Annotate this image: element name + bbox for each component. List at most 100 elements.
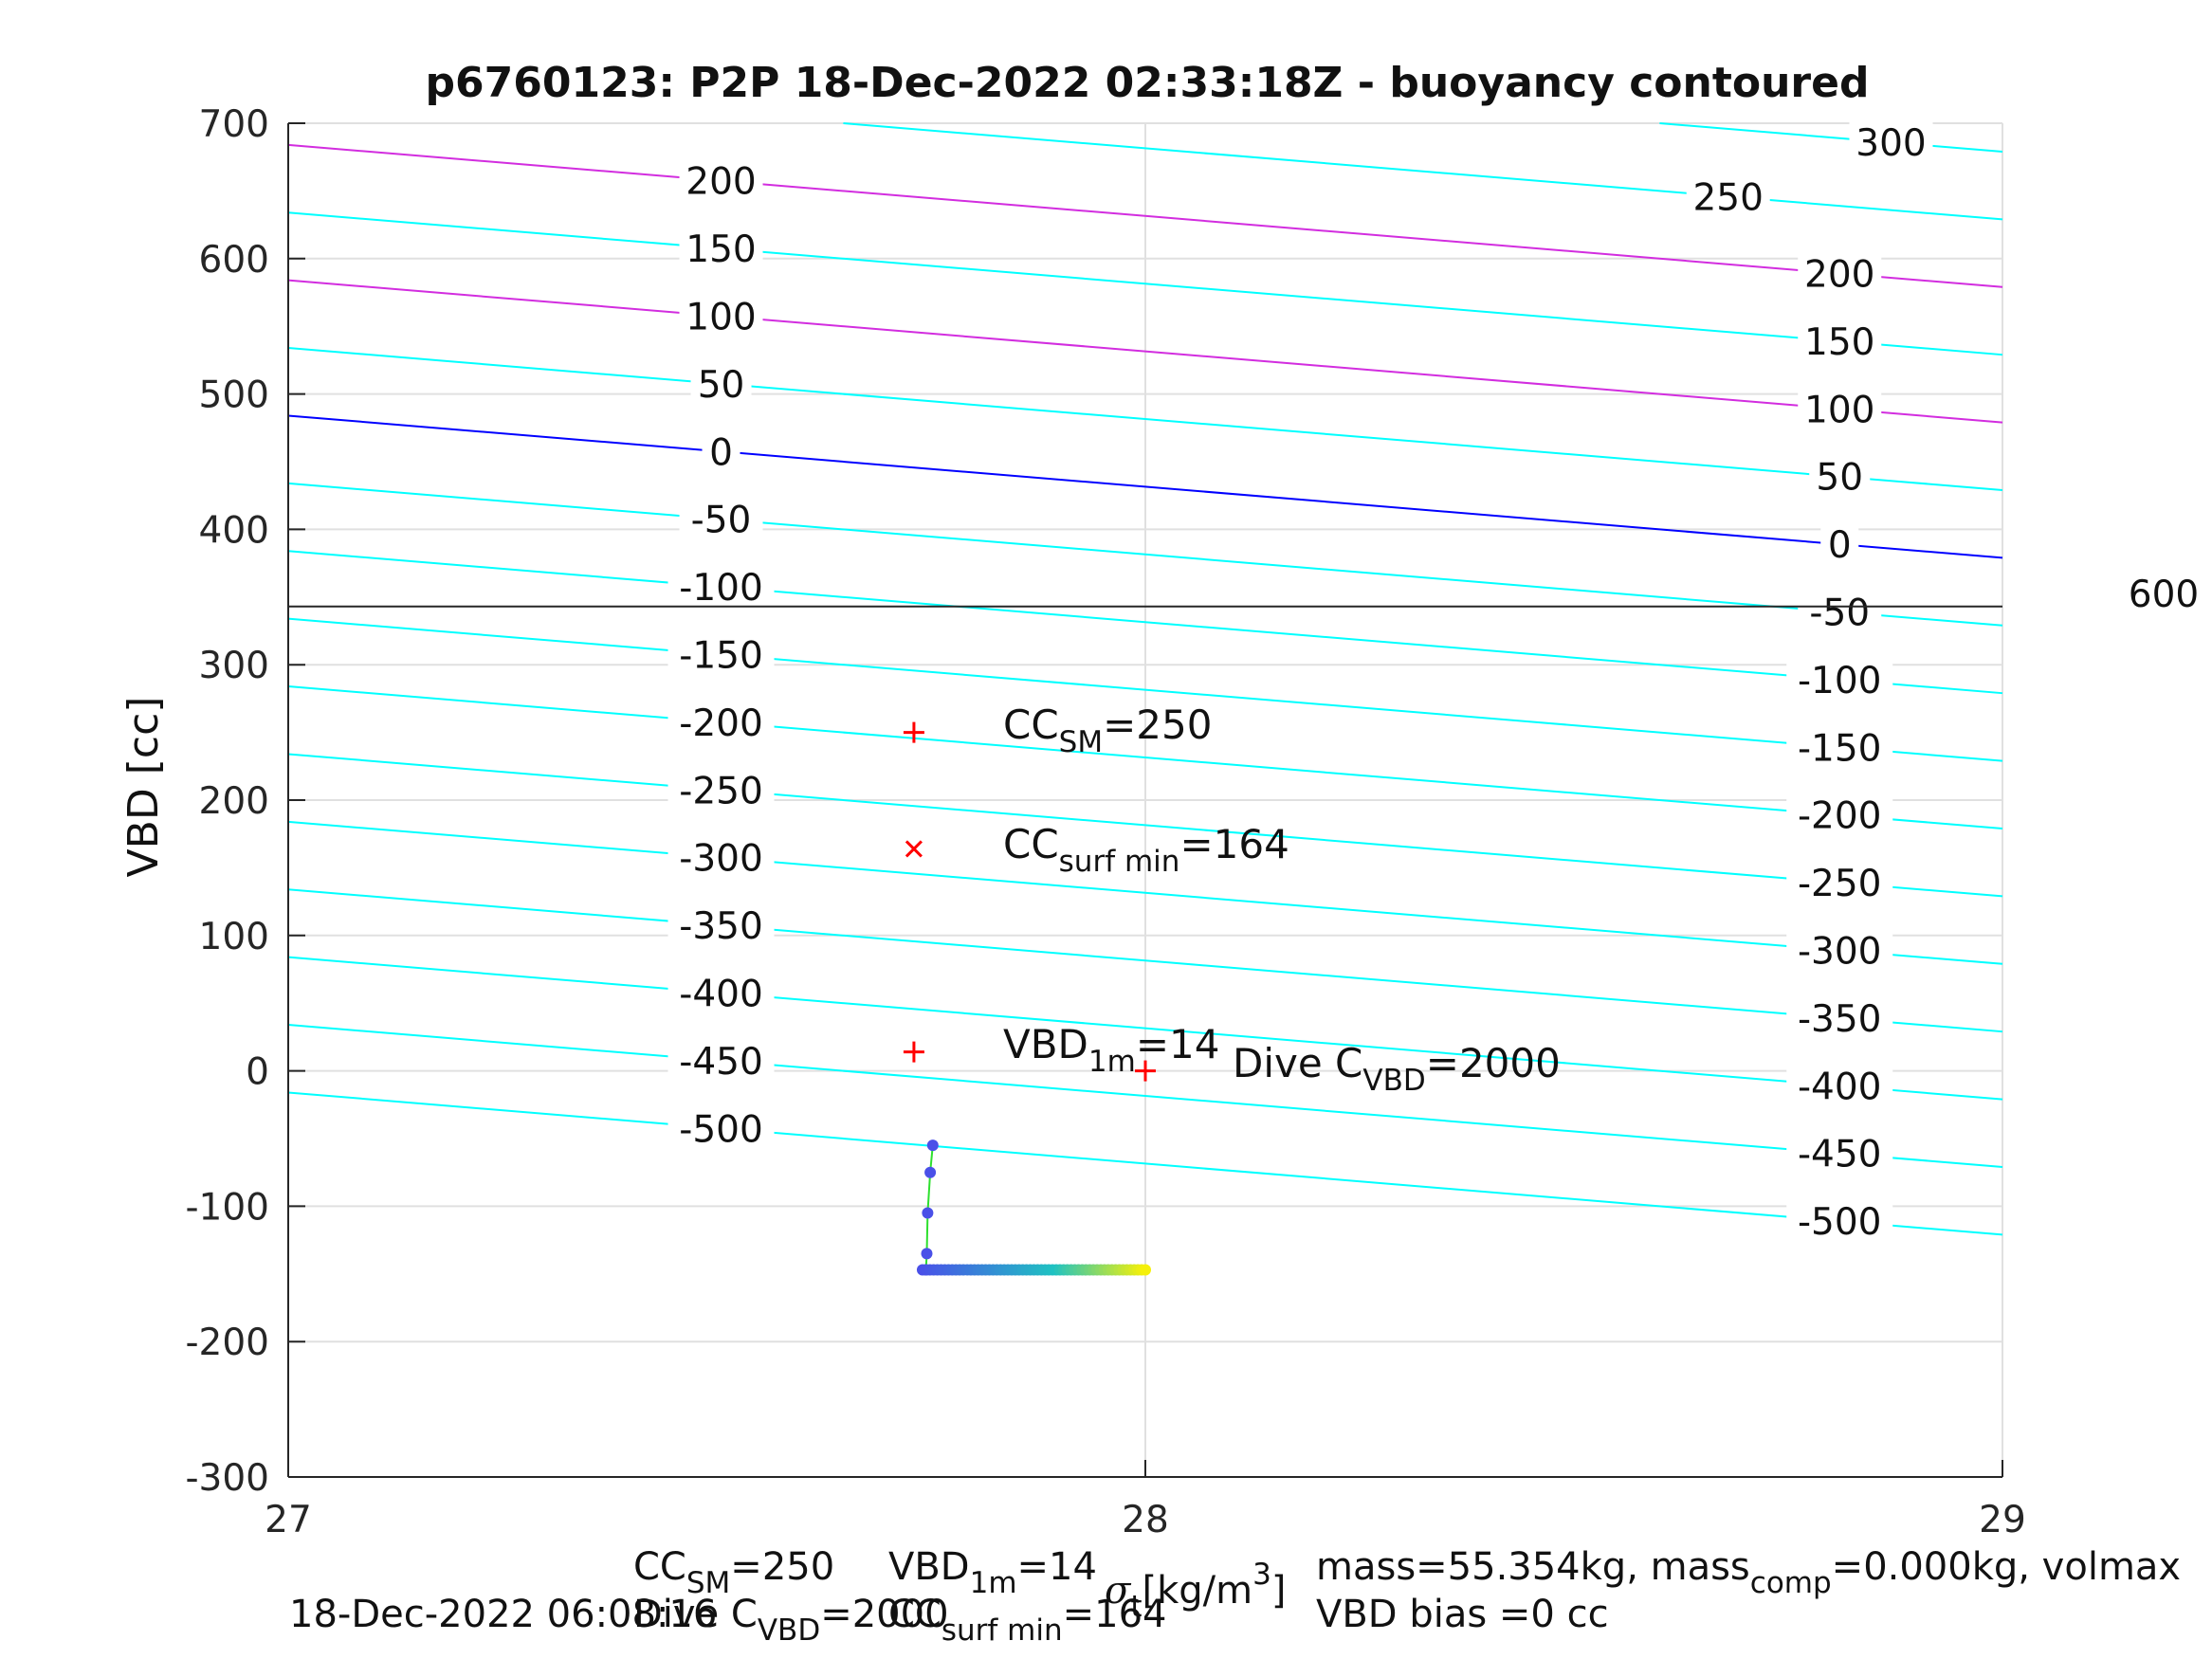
contour-label-bg [667,972,775,1014]
contour-label-bg [1798,319,1882,362]
contour-label-bg [679,228,763,270]
contour-line-zero [287,414,2003,559]
contour-label-bg [1798,388,1882,430]
dive-profile [916,1139,1151,1276]
contour-line-cyan [287,550,2003,695]
contour-label-bg [1786,929,1893,972]
footer-vbd-1m: VBD1m=14 [888,1545,1097,1600]
contour-label-bg [1786,1132,1893,1175]
contour-line-cyan [287,888,2003,1033]
y-tick-label: -100 [185,1186,269,1229]
footer-vbd-bias: VBD bias =0 cc [1316,1593,1609,1636]
profile-point [922,1207,934,1219]
cc-surf-min-marker [905,840,923,858]
contour-line-cyan [1659,122,2003,153]
contour-label-bg [667,769,775,811]
contour-label-bg [1786,658,1893,701]
contour-label: -450 [679,1041,763,1084]
contour-label: -250 [679,770,763,812]
contour-label: -200 [1798,795,1882,838]
contour-label-bg [1686,175,1770,218]
vbd-1m-annotation: VBD1m=14 [1003,1021,1219,1079]
contour-label-bg [1786,726,1893,769]
profile-point [921,1248,933,1260]
cc-sm-annotation: CCSM=250 [1003,702,1212,759]
markers [903,721,1156,1082]
contour-label-bg [1798,591,1882,633]
contour-label: -100 [679,567,763,610]
y-tick-label: -300 [185,1457,269,1500]
contour-label: 100 [1804,389,1874,431]
contour-label: 200 [1804,254,1874,297]
contour-line-cyan [287,1091,2003,1236]
chart-title: p6760123: P2P 18-Dec-2022 02:33:18Z - bu… [426,59,1870,107]
contour-label: -350 [679,905,763,948]
reference-line-label: 600 [2129,574,2199,616]
contour-label: -200 [679,702,763,745]
contour-label-bg [667,904,775,947]
y-tick-label: 400 [199,509,269,552]
contour-label-bg [679,498,763,540]
dive-c-vbd-annotation: Dive CVBD=2000 [1233,1040,1561,1098]
y-axis-label: VBD [cc] [119,697,168,878]
y-tick-label: 100 [199,916,269,958]
contour-label-bg [1849,121,1933,164]
contour-line-cyan [287,956,2003,1101]
profile-line [924,1145,1145,1271]
contour-line-cyan [287,211,2003,356]
contour-label: -300 [679,838,763,881]
contour-label: -150 [679,635,763,678]
x-tick-label: 29 [1979,1499,2026,1541]
contour-label: 300 [1856,122,1926,165]
contour-label: 100 [686,297,756,339]
cc-surf-min-annotation: CCsurf min=164 [1003,821,1289,879]
contour-line-cyan [287,482,2003,627]
contour-label: 150 [1804,321,1874,364]
contour-label-bg [690,362,752,405]
footer-cc-sm: CCSM=250 [633,1545,834,1600]
contour-label-bg [667,1039,775,1082]
contour-label-bg [667,836,775,879]
x-tick-label: 27 [265,1499,312,1541]
buoyancy-contours [287,122,2003,1236]
y-tick-label: 600 [199,239,269,282]
contour-label-bg [1786,1200,1893,1243]
contour-label-bg [1786,1065,1893,1107]
y-tick-label: 500 [199,374,269,417]
contour-label: 0 [709,431,733,474]
y-tick-label: -200 [185,1322,269,1364]
contour-label: -400 [679,974,763,1016]
contour-label-bg [667,701,775,743]
contour-line-cyan [287,1024,2003,1168]
contour-label: -400 [1798,1066,1882,1108]
contour-line-cyan [287,753,2003,898]
contour-line-cyan [287,347,2003,491]
contour-label-bg [1786,996,1893,1039]
contour-line-cyan [287,685,2003,830]
contour-label: 50 [698,364,745,407]
contour-label: -50 [691,500,752,542]
contour-label: -300 [1798,931,1882,974]
contour-labels: 200 150 100 50 0 -50 -100 -150 -200 -250 -300 -350 -… [667,121,1933,1244]
contour-label-bg [1809,455,1871,498]
contour-line-magenta [287,143,2003,288]
contour-label: 0 [1828,524,1852,567]
contour-label: 150 [686,228,756,271]
footer-cc-surf-min: CCsurf min=164 [888,1593,1167,1648]
contour-label: 250 [1692,176,1763,219]
contour-label: -250 [1798,863,1882,905]
contour-label: -150 [1798,727,1882,770]
contour-label: 50 [1816,457,1863,500]
profile-point [926,1139,939,1152]
contour-label-bg [679,295,763,337]
contour-line-cyan [287,617,2003,762]
contour-label-bg [1798,252,1882,295]
y-tick-label: 0 [246,1051,269,1094]
contour-label: -450 [1798,1134,1882,1176]
profile-point [1140,1264,1151,1276]
contour-label: -500 [679,1108,763,1151]
contour-label-bg [667,566,775,609]
contour-label-bg [1786,862,1893,904]
